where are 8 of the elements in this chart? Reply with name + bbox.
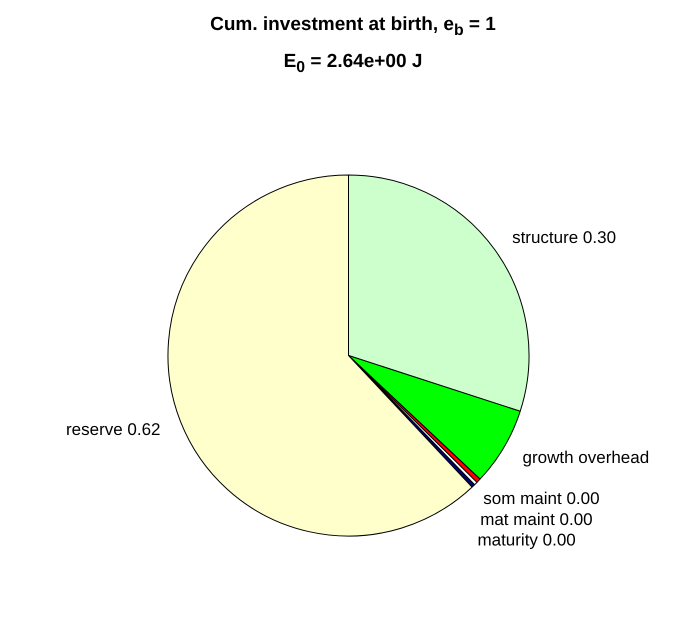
- slice-label: maturity 0.00: [477, 530, 576, 550]
- chart-title: Cum. investment at birth, e$_{b}$ = 1: [210, 13, 496, 41]
- slice-label: reserve 0.62: [66, 420, 161, 439]
- slice-label: mat maint 0.00: [480, 510, 593, 529]
- slice-label: som maint 0.00: [483, 488, 600, 508]
- chart-subtitle: E$_{0}$ = 2.64e+00 J: [282, 50, 424, 78]
- slice-label: growth overhead: [522, 448, 650, 468]
- slice-label: structure 0.30: [512, 228, 616, 247]
